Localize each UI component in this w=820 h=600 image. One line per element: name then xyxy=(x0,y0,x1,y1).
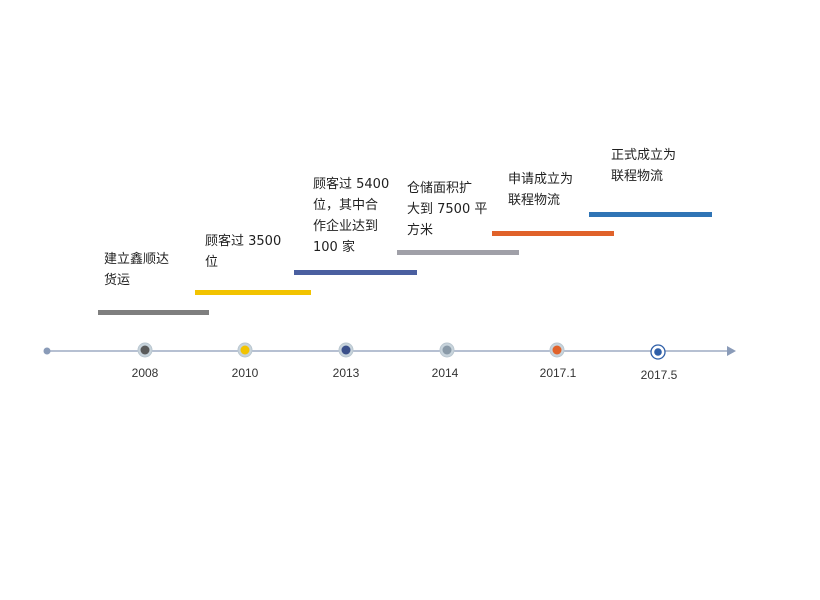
event-text-2014: 仓储面积扩 大到 7500 平 方米 xyxy=(407,178,487,241)
event-text-2017-1: 申请成立为 联程物流 xyxy=(508,169,573,211)
event-text-2010: 顾客过 3500 位 xyxy=(205,231,281,273)
marker-2008-inner xyxy=(140,345,150,355)
step-bar-2014 xyxy=(397,250,519,255)
marker-2017-5 xyxy=(650,344,666,360)
year-label: 2008 xyxy=(131,366,159,380)
event-text-line: 大到 7500 平 xyxy=(407,202,488,217)
marker-2008 xyxy=(137,342,153,358)
event-text-line: 申请成立为 xyxy=(508,172,574,187)
event-text-line: 位，其中合 xyxy=(313,198,379,213)
marker-2017-1 xyxy=(549,342,565,358)
year-label: 2010 xyxy=(231,366,259,380)
year-label: 2017.5 xyxy=(640,368,678,382)
marker-2010-inner xyxy=(240,345,250,355)
event-text-2017-5: 正式成立为 联程物流 xyxy=(611,145,676,187)
step-bar-2017-5 xyxy=(589,212,712,217)
event-text-line: 100 家 xyxy=(313,240,355,255)
event-text-line: 货运 xyxy=(104,273,131,288)
year-label: 2017.1 xyxy=(539,366,577,380)
event-text-line: 建立鑫顺达 xyxy=(104,252,170,267)
marker-2014 xyxy=(439,342,455,358)
event-text-line: 仓储面积扩 xyxy=(407,181,473,196)
event-text-line: 顾客过 5400 xyxy=(313,177,390,192)
step-bar-2008 xyxy=(98,310,209,315)
marker-2017-5-inner xyxy=(654,348,662,356)
axis-arrow-head xyxy=(727,346,736,356)
event-text-line: 联程物流 xyxy=(508,193,561,208)
axis-start-dot xyxy=(43,347,51,355)
event-text-line: 联程物流 xyxy=(611,169,664,184)
step-bar-2010 xyxy=(195,290,311,295)
event-text-line: 顾客过 3500 xyxy=(205,234,282,249)
event-text-2008: 建立鑫顺达 货运 xyxy=(104,249,169,291)
event-text-line: 位 xyxy=(205,255,219,270)
event-text-line: 作企业达到 xyxy=(313,219,379,234)
event-text-line: 方米 xyxy=(407,223,434,238)
marker-2014-inner xyxy=(442,345,452,355)
step-bar-2013 xyxy=(294,270,417,275)
year-label: 2013 xyxy=(332,366,360,380)
year-label: 2014 xyxy=(431,366,459,380)
marker-2017-1-inner xyxy=(552,345,562,355)
step-bar-2017-1 xyxy=(492,231,614,236)
event-text-2013: 顾客过 5400 位，其中合 作企业达到 100 家 xyxy=(313,174,389,258)
event-text-line: 正式成立为 xyxy=(611,148,677,163)
marker-2010 xyxy=(237,342,253,358)
marker-2013 xyxy=(338,342,354,358)
marker-2013-inner xyxy=(341,345,351,355)
